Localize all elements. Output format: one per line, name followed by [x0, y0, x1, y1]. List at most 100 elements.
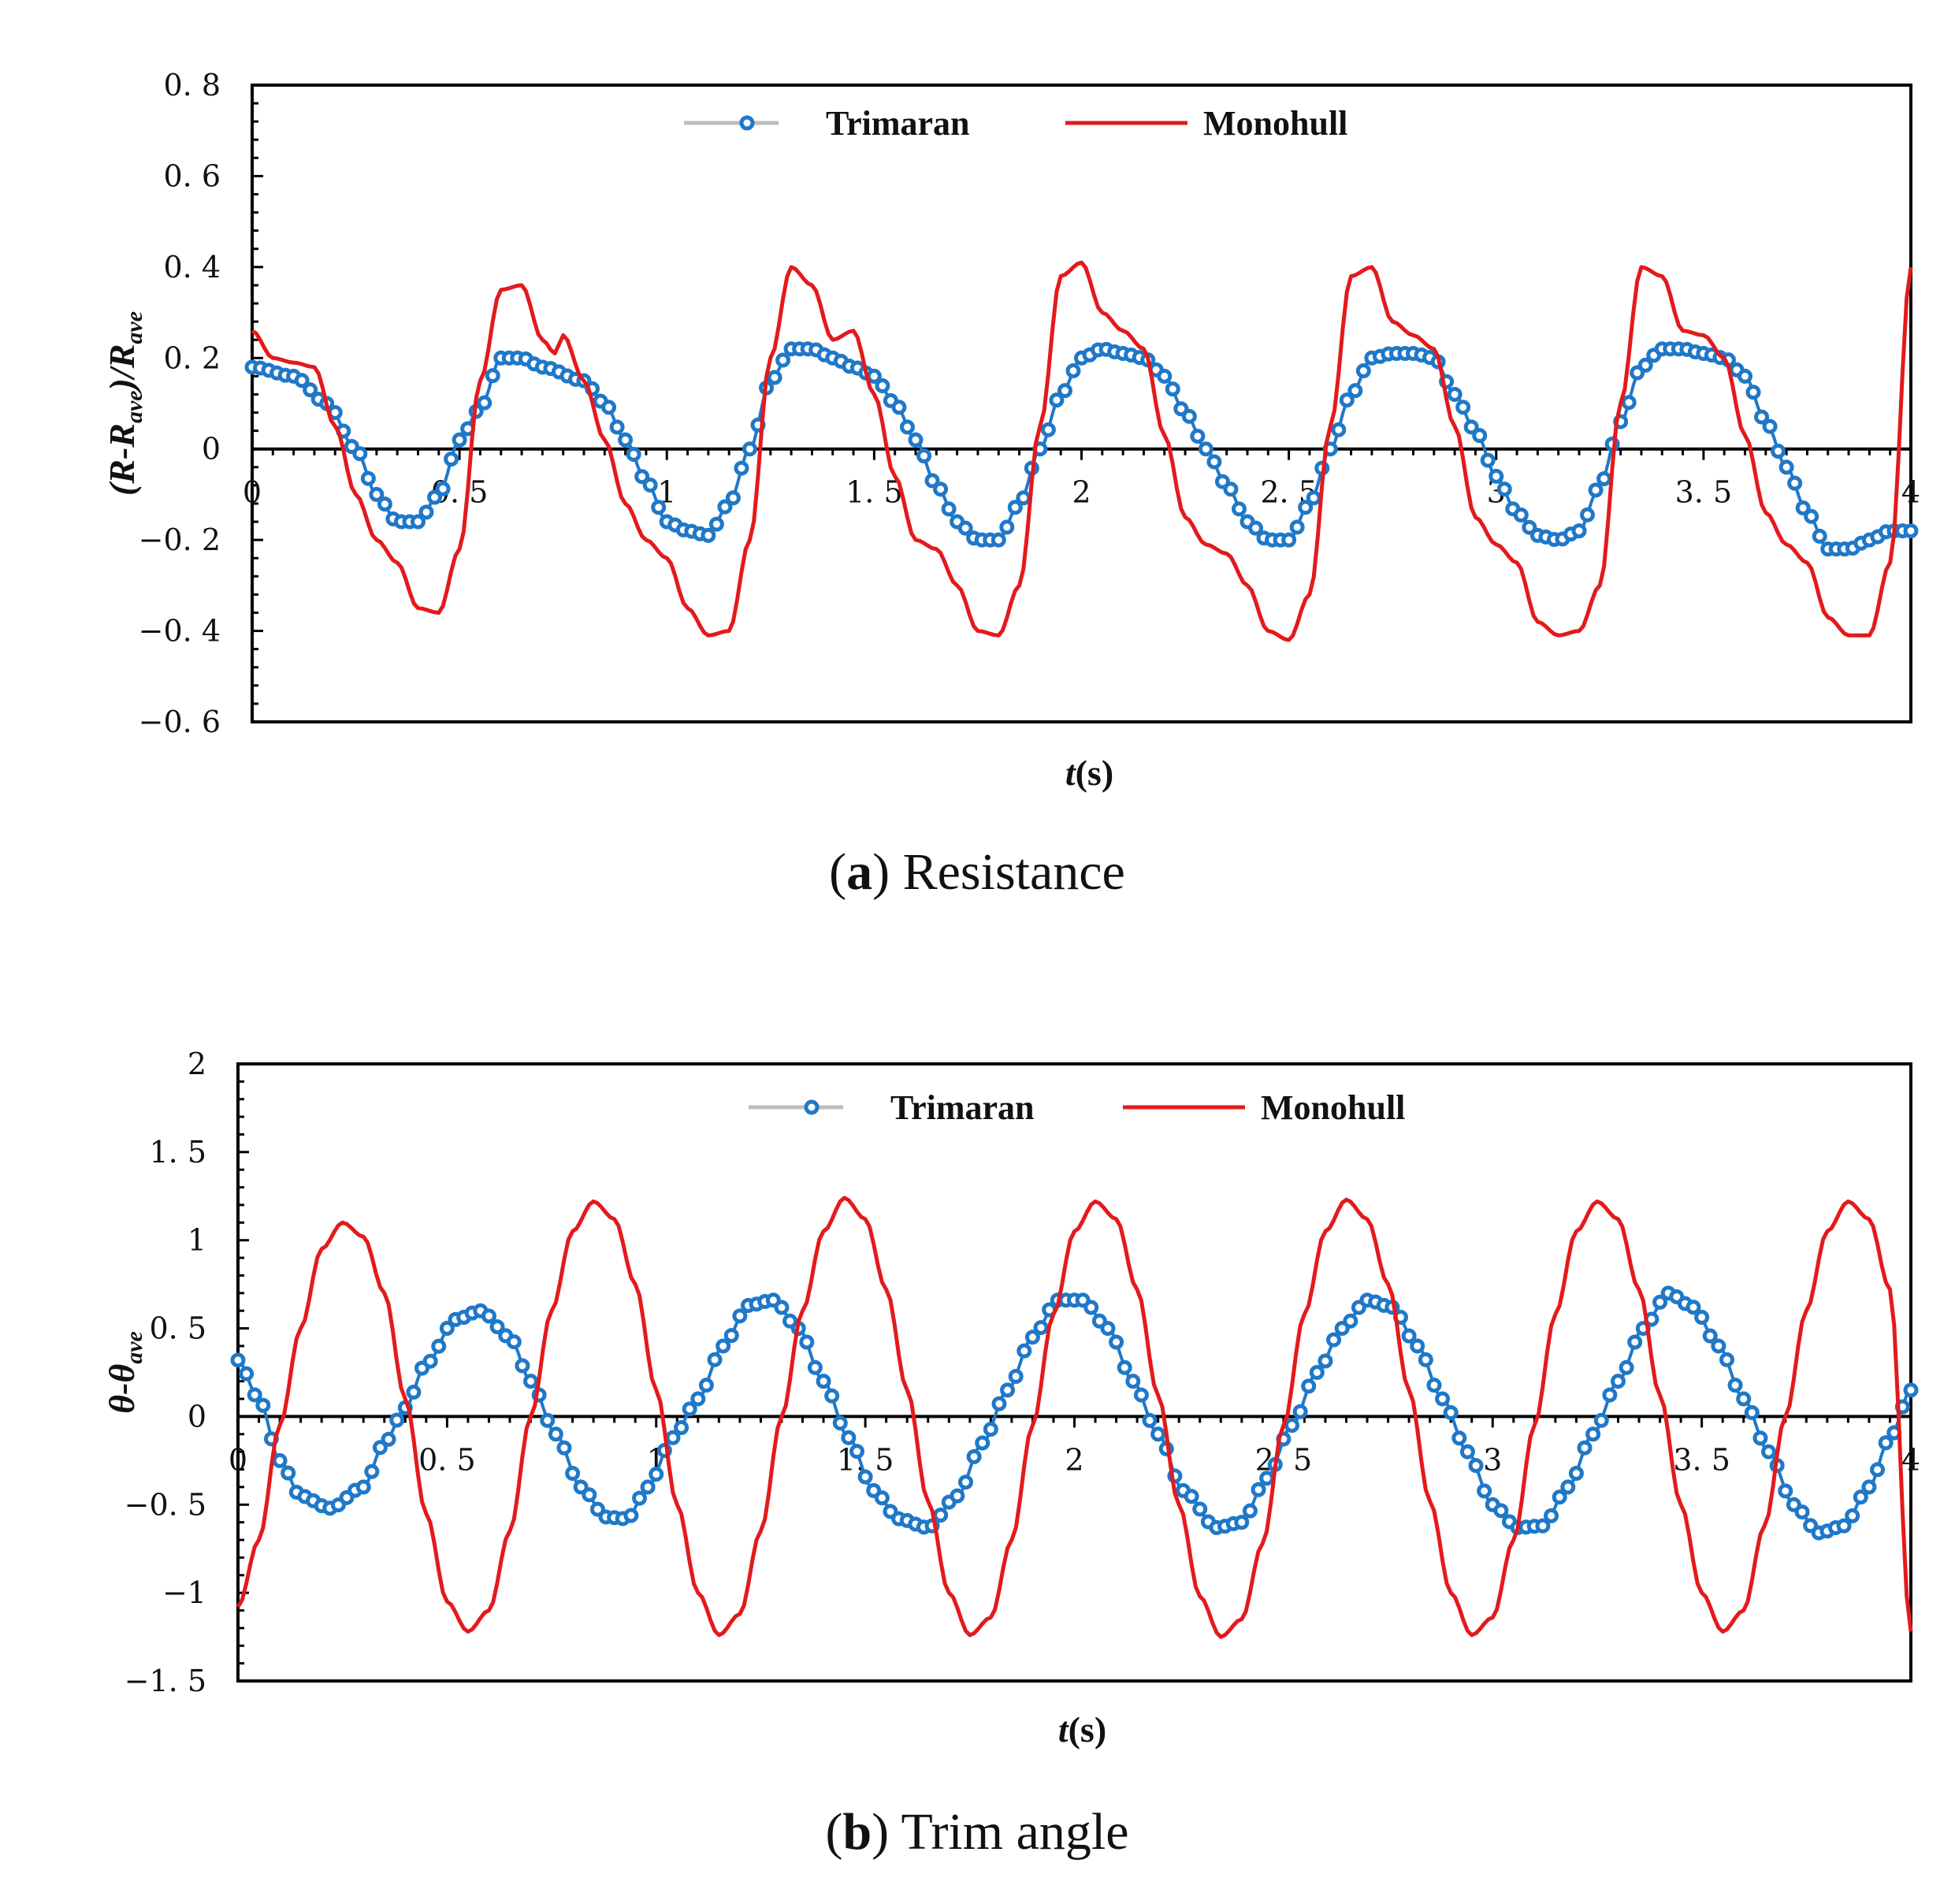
x-axis-title-var: t: [1065, 753, 1076, 793]
data-point-marker: [1489, 468, 1504, 484]
data-point-marker: [824, 1388, 840, 1404]
data-point-marker: [1447, 386, 1463, 402]
data-point-marker: [999, 519, 1015, 535]
data-point-marker: [832, 1415, 848, 1431]
data-point-marker: [1463, 419, 1479, 435]
data-point-marker: [1480, 452, 1496, 468]
data-point-marker: [1727, 1378, 1743, 1393]
data-point-marker: [875, 378, 890, 394]
data-point-marker: [601, 400, 617, 415]
y-tick-label: −0. 5: [125, 1487, 206, 1522]
data-point-marker: [1306, 490, 1321, 506]
data-point-marker: [1744, 1404, 1760, 1420]
data-point-marker: [807, 1359, 823, 1375]
series-monohull: [251, 260, 1913, 642]
data-point-marker: [1157, 368, 1173, 384]
data-point-marker: [958, 1474, 974, 1490]
data-point-marker: [381, 1431, 396, 1447]
data-point-marker: [294, 373, 310, 389]
y-axis-title-part: θ-θ: [102, 1364, 142, 1414]
legend-marker-trimaran: [739, 115, 755, 131]
data-point-marker: [411, 514, 426, 530]
y-tick-label: −1: [162, 1575, 206, 1610]
data-point-marker: [556, 1440, 572, 1456]
data-point-marker: [891, 400, 907, 415]
data-point-marker: [1778, 459, 1794, 475]
data-point-marker: [1206, 454, 1222, 470]
data-point-marker: [1057, 383, 1072, 399]
y-tick-label: 0: [188, 1399, 206, 1434]
data-point-marker: [1585, 1426, 1601, 1442]
data-point-marker: [950, 1488, 965, 1504]
data-point-marker: [1024, 1329, 1040, 1345]
data-point-marker: [1552, 1489, 1567, 1505]
data-point-marker: [916, 448, 932, 463]
x-tick-label: 1. 5: [846, 475, 903, 510]
data-point-marker: [523, 1374, 539, 1389]
x-axis-title: t(s): [1058, 1709, 1106, 1750]
data-point-marker: [725, 490, 741, 506]
x-tick-label: 2: [1065, 1442, 1083, 1477]
data-point-marker: [1738, 368, 1752, 384]
caption-paren: (: [825, 1803, 842, 1861]
data-point-marker: [991, 1396, 1007, 1411]
data-point-marker: [626, 446, 641, 462]
data-point-marker: [941, 501, 957, 517]
data-point-marker: [618, 432, 634, 448]
data-point-marker: [1198, 441, 1214, 457]
data-point-marker: [1568, 1466, 1584, 1482]
data-point-marker: [908, 432, 924, 448]
legend-label-trimaran: Trimaran: [890, 1088, 1035, 1127]
data-point-marker: [698, 1378, 714, 1393]
data-point-marker: [1033, 1320, 1049, 1336]
series-trimaran: [230, 1285, 1919, 1541]
legend: Trimaran Monohull: [749, 1088, 1405, 1127]
data-point-marker: [230, 1352, 246, 1368]
data-point-marker: [377, 496, 392, 512]
caption-label: a: [846, 843, 872, 901]
x-tick-label: 3. 5: [1675, 475, 1733, 510]
data-point-marker: [364, 1463, 380, 1479]
data-point-marker: [1455, 400, 1471, 415]
data-point-marker: [1125, 1374, 1141, 1389]
data-point-marker: [991, 532, 1006, 548]
data-point-marker: [1234, 1515, 1250, 1530]
data-point-marker: [1117, 1359, 1132, 1375]
data-point-marker: [1762, 418, 1778, 434]
y-axis-title: θ-θave: [102, 1331, 147, 1414]
data-point-marker: [774, 1300, 790, 1315]
data-point-marker: [1745, 385, 1761, 400]
data-point-marker: [1903, 523, 1919, 539]
data-point-marker: [1870, 1462, 1886, 1478]
data-point-marker: [431, 1338, 447, 1354]
x-tick-label: 3. 5: [1673, 1442, 1730, 1477]
data-point-marker: [849, 1444, 865, 1460]
data-point-marker: [1754, 409, 1770, 425]
data-point-marker: [477, 395, 492, 411]
y-axis-title-subscript: ave: [121, 1331, 147, 1364]
data-point-marker: [485, 368, 500, 384]
data-point-marker: [1619, 1359, 1634, 1375]
data-point-marker: [767, 370, 782, 385]
data-point-marker: [1702, 1328, 1718, 1344]
plot-area: [236, 1062, 1912, 1683]
data-point-marker: [682, 1401, 697, 1417]
series-line-monohull: [236, 1196, 1913, 1639]
data-point-marker: [742, 441, 757, 457]
data-point-marker: [857, 1469, 873, 1485]
data-point-marker: [1281, 532, 1297, 548]
data-point-marker: [649, 1467, 664, 1482]
data-point-marker: [1410, 1338, 1425, 1354]
data-point-marker: [1804, 508, 1819, 524]
data-point-marker: [1787, 475, 1803, 491]
data-point-marker: [1761, 1444, 1777, 1460]
data-point-marker: [1513, 508, 1529, 523]
data-point-marker: [1621, 395, 1637, 411]
data-point-marker: [360, 470, 376, 486]
data-point-marker: [1711, 1338, 1726, 1354]
data-point-marker: [452, 432, 467, 448]
y-axis-title-subscript: ave: [121, 390, 147, 423]
data-point-marker: [1610, 1374, 1626, 1389]
data-point-marker: [1292, 1404, 1308, 1419]
